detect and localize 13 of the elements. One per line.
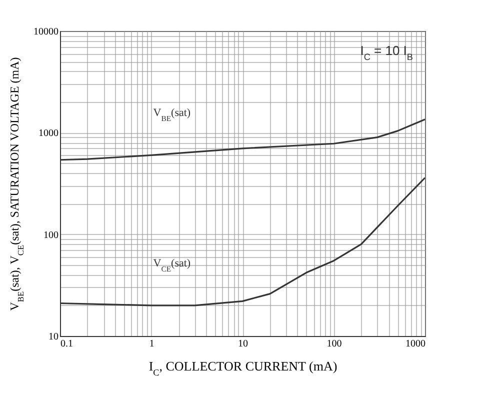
x-tick-label: 1000 bbox=[406, 338, 426, 350]
x-tick-label: 100 bbox=[326, 338, 342, 350]
text: V$_{CE}$(sat) bbox=[153, 257, 191, 273]
x-tick-label: 10 bbox=[238, 338, 248, 350]
x-tick-label: 0.1 bbox=[60, 338, 73, 350]
annotation: I$_{C}$ = 10 I$_{B}$ bbox=[360, 43, 413, 62]
y-tick-label: 10000 bbox=[34, 26, 58, 38]
x-tick-label: 1 bbox=[149, 338, 154, 350]
y-tick-label: 10 bbox=[48, 332, 58, 342]
text: V$_{BE}$(sat) bbox=[153, 107, 191, 123]
y-tick-label: 100 bbox=[44, 230, 58, 241]
y-tick-label: 1000 bbox=[38, 128, 58, 140]
x-axis-title: I$_{C}$, COLLECTOR CURRENT (mA) bbox=[148, 358, 338, 378]
